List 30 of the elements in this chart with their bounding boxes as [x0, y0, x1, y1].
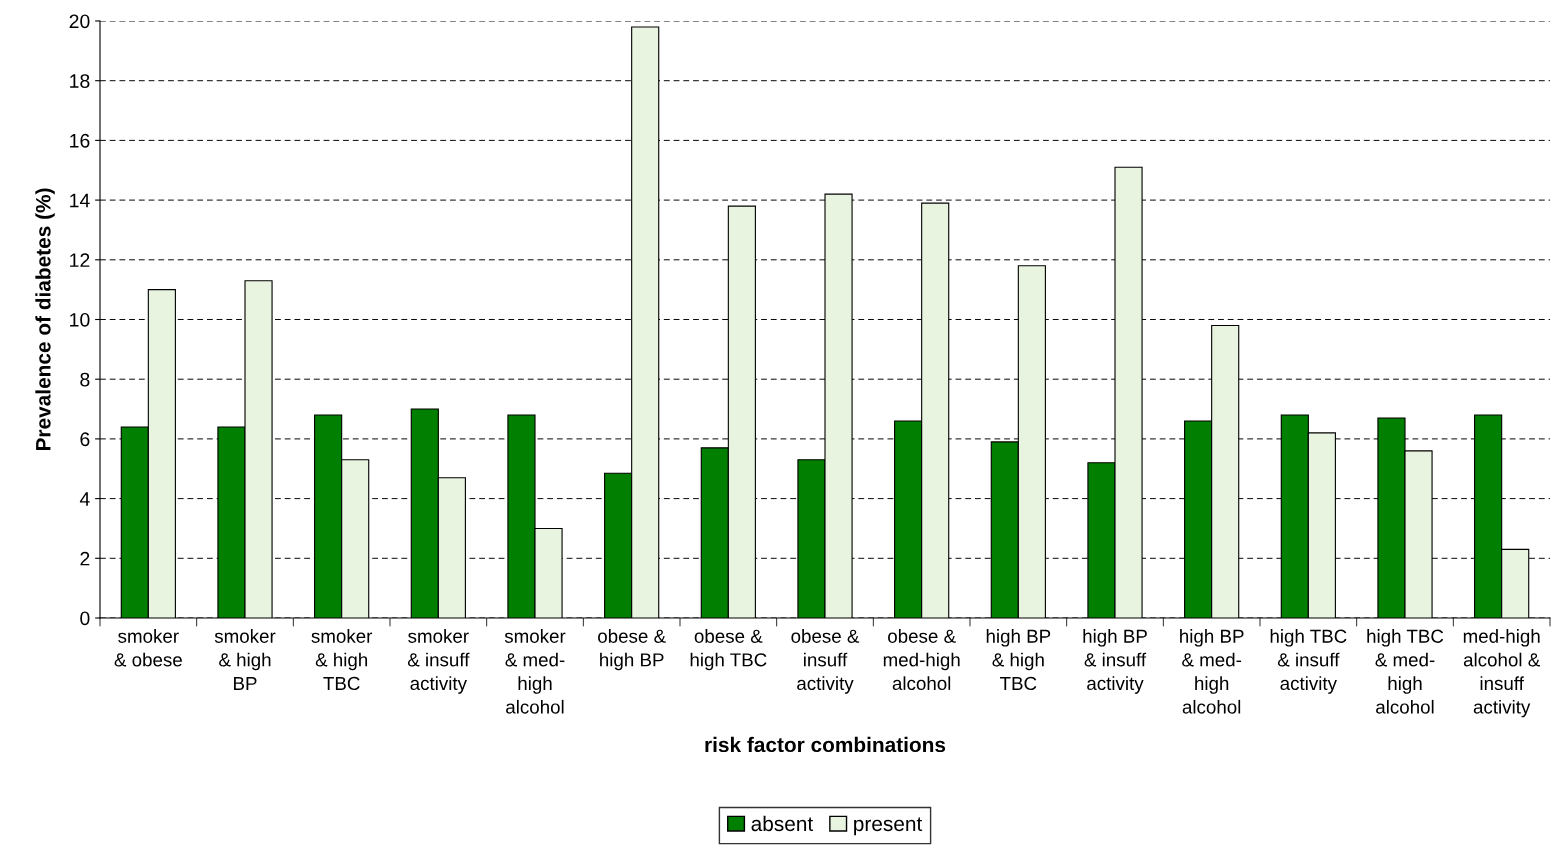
x-tick-label: high BP & med- high alcohol	[1180, 629, 1244, 714]
y-tick-label: 20	[69, 14, 90, 29]
y-tick-label: 10	[70, 312, 90, 327]
x-tick-label: smoker & high BP	[214, 629, 276, 690]
y-tick-label: 4	[79, 492, 90, 506]
x-tick-label: smoker & insuff activity	[407, 629, 470, 694]
x-tick-label: obese & med-high alcohol	[883, 629, 960, 691]
y-tick-label: 2	[80, 551, 90, 566]
y-tick-label: 0	[80, 611, 90, 626]
y-tick-label: 14	[70, 193, 90, 208]
x-tick-label: smoker & med- high alcohol	[504, 629, 566, 714]
legend-label: absent	[751, 815, 814, 832]
y-axis-title: Prevalence of diabetes (%)	[35, 188, 55, 451]
x-tick-label: high BP & high TBC	[986, 629, 1051, 691]
x-axis-title: risk factor combinations	[705, 736, 946, 753]
x-tick-label: high TBC & med- high alcohol	[1367, 629, 1444, 714]
y-tick-label: 18	[70, 74, 90, 88]
x-tick-label: high BP & insuff activity	[1083, 629, 1147, 694]
x-tick-label: high TBC & insuff activity	[1270, 629, 1347, 694]
y-tick-label: 6	[80, 432, 90, 447]
x-tick-label: obese & insuff activity	[791, 629, 860, 694]
y-tick-label: 8	[80, 372, 90, 387]
legend-label: present	[854, 817, 923, 836]
x-tick-label: smoker & high TBC	[311, 629, 373, 691]
x-tick-label: smoker & obese	[114, 629, 182, 667]
y-tick-label: 16	[70, 133, 90, 148]
x-tick-label: obese & high TBC	[690, 629, 767, 671]
x-tick-label: obese & high BP	[598, 629, 666, 671]
y-tick-label: 12	[70, 253, 90, 267]
x-tick-label: med-high alcohol & insuff activity	[1463, 629, 1540, 718]
